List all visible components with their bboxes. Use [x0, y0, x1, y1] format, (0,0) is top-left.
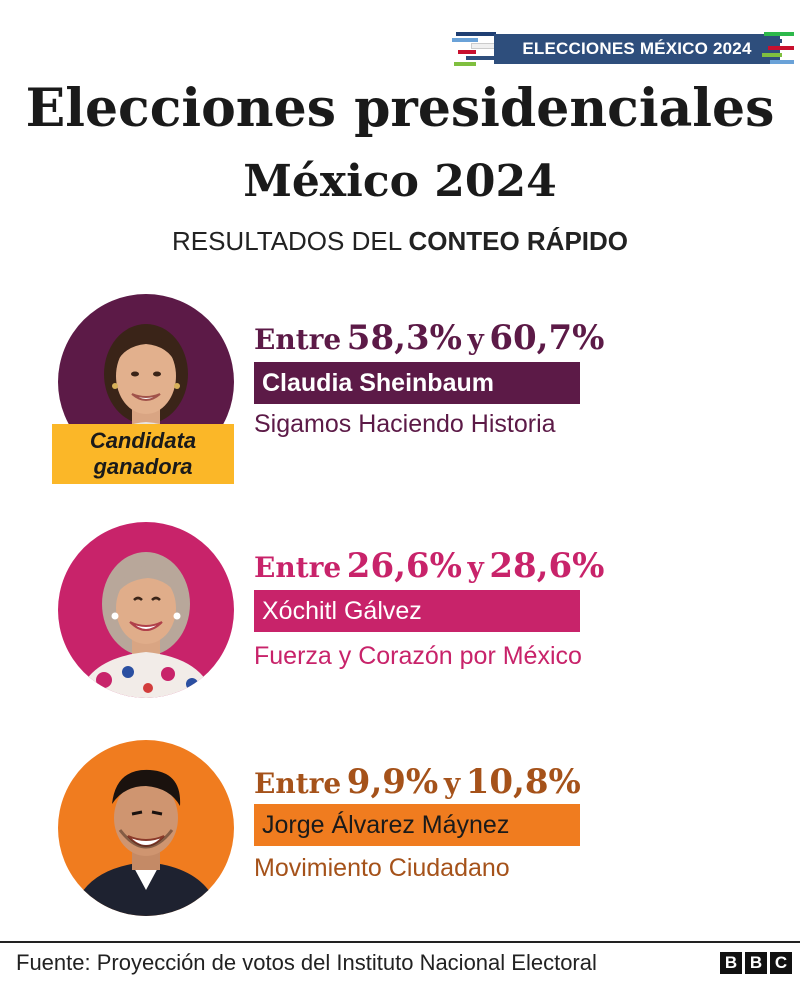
results-label: RESULTADOS DEL CONTEO RÁPIDO: [0, 226, 800, 257]
results-prefix: RESULTADOS DEL: [171, 226, 402, 256]
range-high: 10,8%: [465, 762, 581, 802]
name-sheinbaum: Claudia Sheinbaum: [254, 362, 580, 404]
footer-divider: [0, 941, 800, 943]
range-low: 9,9%: [346, 762, 439, 802]
range-low: 26,6%: [346, 546, 462, 586]
vote-range-galvez: Entre 26,6% y 28,6%: [254, 546, 604, 586]
range-conj: y: [443, 767, 461, 800]
range-word: Entre: [254, 767, 342, 800]
name-galvez: Xóchitl Gálvez: [254, 590, 580, 632]
name-maynez: Jorge Álvarez Máynez: [254, 804, 580, 846]
page-subtitle: México 2024: [243, 156, 557, 207]
range-word: Entre: [254, 551, 342, 584]
vote-range-maynez: Entre 9,9% y 10,8%: [254, 762, 581, 802]
section-badge: ELECCIONES MÉXICO 2024: [452, 30, 794, 68]
range-high: 28,6%: [489, 546, 605, 586]
bbc-logo-letter: B: [720, 952, 742, 974]
badge-stripes-right: [758, 30, 794, 68]
results-bold: CONTEO RÁPIDO: [408, 226, 629, 256]
winner-tag: Candidata ganadora: [52, 424, 234, 484]
source-note: Fuente: Proyección de votos del Institut…: [16, 950, 597, 975]
bbc-logo: B B C: [720, 952, 792, 974]
party-galvez: Fuerza y Corazón por México: [254, 642, 582, 670]
party-sheinbaum: Sigamos Haciendo Historia: [254, 410, 556, 438]
badge-stripes-left: [452, 30, 512, 68]
badge-label: ELECCIONES MÉXICO 2024: [494, 34, 780, 64]
avatar-maynez: [58, 740, 234, 916]
vote-range-sheinbaum: Entre 58,3% y 60,7%: [254, 318, 604, 358]
range-high: 60,7%: [489, 318, 605, 358]
range-conj: y: [467, 323, 484, 356]
range-word: Entre: [254, 323, 342, 356]
range-conj: y: [467, 551, 484, 584]
range-low: 58,3%: [346, 318, 462, 358]
party-maynez: Movimiento Ciudadano: [254, 854, 510, 882]
bbc-logo-letter: C: [770, 952, 792, 974]
bbc-logo-letter: B: [745, 952, 767, 974]
avatar-galvez: [58, 522, 234, 698]
page-title: Elecciones presidenciales: [25, 78, 775, 139]
